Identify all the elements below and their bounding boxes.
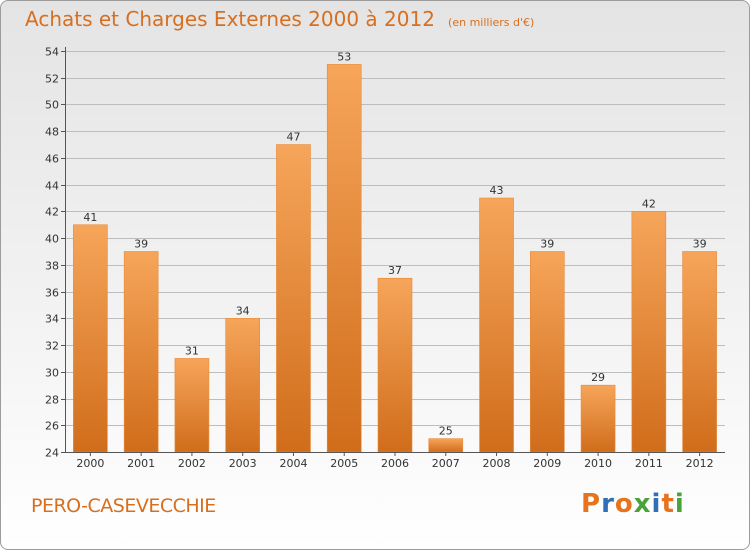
bar-2007 — [428, 438, 464, 453]
y-tick-label: 36 — [45, 287, 59, 300]
data-label-2000: 41 — [83, 211, 97, 224]
data-label-2006: 37 — [388, 264, 402, 277]
x-tick-label-2007: 2007 — [432, 457, 460, 470]
data-label-2009: 39 — [540, 238, 554, 251]
logo-letter: o — [614, 489, 634, 519]
y-tick-label: 54 — [45, 46, 59, 59]
y-tick-label: 32 — [45, 340, 59, 353]
chart-unit-label: (en milliers d'€) — [448, 16, 535, 29]
proxiti-logo: Proxiti — [581, 489, 685, 519]
bar-2001 — [123, 251, 159, 453]
x-tick-label-2004: 2004 — [279, 457, 307, 470]
x-tick-label-2010: 2010 — [584, 457, 612, 470]
data-label-2011: 42 — [642, 197, 656, 210]
logo-letter: x — [633, 489, 652, 519]
bar-2002 — [174, 358, 210, 453]
data-label-2002: 31 — [185, 344, 199, 357]
x-tick-label-2009: 2009 — [533, 457, 561, 470]
data-label-2004: 47 — [286, 131, 300, 144]
y-tick-label: 30 — [45, 367, 59, 380]
bar-2008 — [479, 197, 514, 453]
x-tick-label-2006: 2006 — [381, 457, 409, 470]
logo-letter: r — [601, 489, 615, 519]
y-tick-label: 38 — [45, 260, 59, 273]
logo-letter: i — [674, 489, 685, 519]
x-tick-label-2002: 2002 — [178, 457, 206, 470]
x-tick-label-2011: 2011 — [635, 457, 663, 470]
x-tick-label-2012: 2012 — [686, 457, 714, 470]
y-tick-label: 34 — [45, 313, 59, 326]
y-tick-label: 26 — [45, 420, 59, 433]
data-label-2007: 25 — [439, 425, 453, 438]
x-tick-label-2005: 2005 — [330, 457, 358, 470]
data-label-2005: 53 — [337, 50, 351, 63]
logo-letter: t — [661, 489, 675, 519]
commune-name: PERO-CASEVECCHIE — [31, 495, 216, 517]
bar-2006 — [377, 277, 413, 453]
x-tick-label-2008: 2008 — [483, 457, 511, 470]
y-tick-label: 24 — [45, 447, 59, 460]
bar-2003 — [225, 318, 260, 453]
x-tick-label-2000: 2000 — [76, 457, 104, 470]
data-label-2008: 43 — [490, 184, 504, 197]
data-label-2012: 39 — [693, 238, 707, 251]
logo-letter: P — [581, 489, 602, 519]
y-tick-label: 50 — [45, 99, 59, 112]
y-tick-label: 28 — [45, 394, 59, 407]
y-tick-label: 46 — [45, 153, 59, 166]
data-label-2010: 29 — [591, 371, 605, 384]
y-tick-label: 48 — [45, 126, 59, 139]
y-tick-label: 52 — [45, 73, 59, 86]
y-tick-label: 42 — [45, 206, 59, 219]
bar-2010 — [580, 384, 616, 453]
bar-2011 — [631, 211, 667, 453]
y-tick-label: 44 — [45, 180, 59, 193]
x-tick-label-2003: 2003 — [229, 457, 257, 470]
title-row: Achats et Charges Externes 2000 à 2012 (… — [25, 7, 534, 31]
x-tick-label-2001: 2001 — [127, 457, 155, 470]
chart-title: Achats et Charges Externes 2000 à 2012 — [25, 7, 435, 31]
bar-2004 — [276, 144, 311, 453]
bar-2005 — [326, 64, 362, 453]
y-tick-label: 40 — [45, 233, 59, 246]
data-label-2003: 34 — [236, 304, 250, 317]
logo-letter: i — [651, 489, 662, 519]
bar-2009 — [530, 251, 565, 453]
bar-2012 — [682, 251, 717, 453]
data-label-2001: 39 — [134, 238, 148, 251]
bar-2000 — [73, 224, 108, 453]
